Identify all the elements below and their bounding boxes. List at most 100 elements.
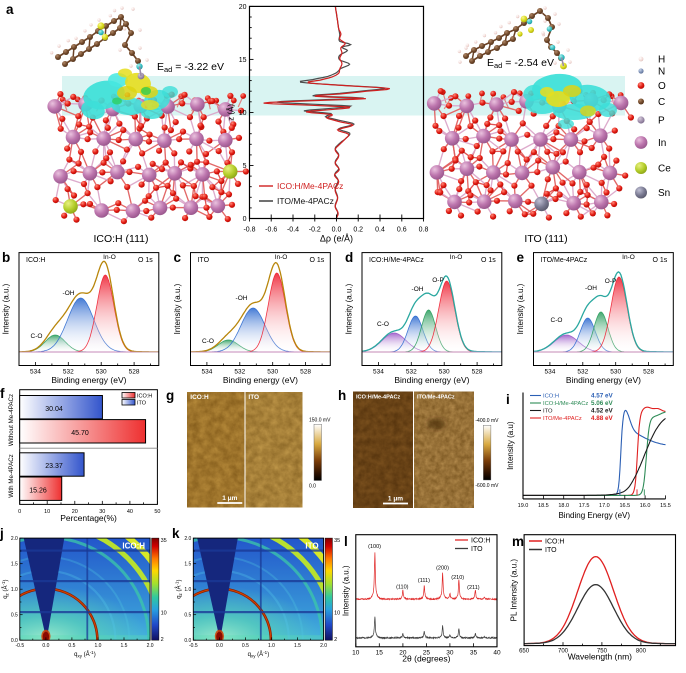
svg-text:-OH: -OH [585,285,597,292]
svg-text:0.0: 0.0 [184,638,191,644]
svg-text:a: a [6,2,14,17]
svg-text:15: 15 [239,57,247,64]
svg-text:0.0: 0.0 [42,643,49,649]
svg-text:Percentage(%): Percentage(%) [60,513,117,523]
svg-text:ICO:H: ICO:H [543,394,559,400]
svg-text:Binding energy (eV): Binding energy (eV) [566,375,641,385]
svg-text:2.0: 2.0 [184,536,191,542]
svg-text:O 1s: O 1s [653,257,668,264]
svg-text:ITO/Me-4PACz: ITO/Me-4PACz [543,416,582,422]
svg-text:2: 2 [161,637,164,643]
svg-text:17.0: 17.0 [599,503,610,509]
svg-text:C-O: C-O [551,317,563,324]
svg-text:(100): (100) [368,544,381,550]
svg-text:ICO:H: ICO:H [545,539,564,546]
svg-text:2.0: 2.0 [147,643,154,649]
svg-text:1.0: 1.0 [268,643,275,649]
svg-text:-0.8: -0.8 [243,227,255,234]
svg-text:Δρ (e/Å): Δρ (e/Å) [320,234,353,244]
svg-text:1.5: 1.5 [294,643,301,649]
svg-text:With Me-4PACz: With Me-4PACz [8,454,15,498]
svg-text:O 1s: O 1s [310,257,325,264]
svg-text:ITO: ITO [198,257,210,264]
svg-text:10: 10 [44,509,50,515]
svg-text:10: 10 [239,110,247,117]
svg-text:0.0: 0.0 [309,484,316,490]
svg-text:0.5: 0.5 [68,643,75,649]
svg-text:ITO: ITO [137,401,147,407]
svg-text:4.57 eV: 4.57 eV [591,393,614,400]
svg-text:PL Intensity (a.u.): PL Intensity (a.u.) [510,559,519,622]
svg-text:15.26: 15.26 [29,487,47,494]
svg-text:2.0: 2.0 [11,536,18,542]
svg-text:ITO: ITO [471,546,483,553]
svg-text:534: 534 [30,369,41,376]
svg-text:ITO/Me-4PACz: ITO/Me-4PACz [541,257,588,264]
svg-text:C: C [658,97,665,108]
svg-text:j: j [0,526,4,541]
svg-text:1.5: 1.5 [184,562,191,568]
svg-text:Sn: Sn [658,188,670,199]
svg-text:-0.5: -0.5 [15,643,24,649]
svg-text:ITO (111): ITO (111) [524,233,567,245]
svg-text:0.2: 0.2 [353,227,363,234]
svg-text:1.0: 1.0 [11,587,18,593]
svg-text:Binding energy (eV): Binding energy (eV) [223,375,298,385]
svg-text:In-O: In-O [450,254,463,261]
svg-text:1.0: 1.0 [184,587,191,593]
svg-text:0.0: 0.0 [332,227,342,234]
svg-text:m: m [512,534,524,549]
svg-text:45.70: 45.70 [71,430,89,437]
svg-text:O-P: O-P [605,278,617,285]
svg-text:ICO:H (111): ICO:H (111) [93,233,148,245]
svg-text:16.0: 16.0 [640,503,651,509]
svg-text:Intensity (a.u.): Intensity (a.u.) [516,283,525,334]
svg-text:Intensity (a.u): Intensity (a.u) [506,421,515,470]
svg-text:30.04: 30.04 [45,406,63,413]
svg-text:Intensity (a.u.): Intensity (a.u.) [345,283,354,334]
svg-text:d: d [345,250,353,265]
svg-text:-600.0 mV: -600.0 mV [475,483,499,489]
svg-text:-OH: -OH [412,286,424,293]
svg-text:b: b [2,250,10,265]
svg-text:1.5: 1.5 [121,643,128,649]
svg-text:2.0: 2.0 [320,643,327,649]
svg-text:ICO:H: ICO:H [137,394,152,400]
svg-text:528: 528 [129,369,140,376]
svg-text:ICO:H: ICO:H [471,538,490,545]
svg-text:-0.6: -0.6 [265,227,277,234]
svg-text:5.06 eV: 5.06 eV [591,400,614,407]
svg-text:O: O [658,81,666,92]
svg-text:h: h [338,388,346,403]
svg-text:20: 20 [239,4,247,11]
svg-text:ICO:H/Me-4PACz: ICO:H/Me-4PACz [369,257,424,264]
svg-text:Ce: Ce [658,164,671,175]
svg-text:(110): (110) [396,585,409,591]
svg-text:i: i [506,392,510,407]
svg-text:ITO: ITO [543,409,553,415]
svg-text:-0.4: -0.4 [287,227,299,234]
svg-text:Intensity (a.u.): Intensity (a.u.) [173,283,182,334]
svg-text:In-O: In-O [103,254,116,261]
svg-text:1.5: 1.5 [11,562,18,568]
svg-text:ITO: ITO [248,394,259,401]
svg-text:Binding energy (eV): Binding energy (eV) [394,375,469,385]
svg-text:19.0: 19.0 [518,503,529,509]
svg-text:4.88 eV: 4.88 eV [591,415,614,422]
svg-text:0.0: 0.0 [11,638,18,644]
svg-text:10: 10 [352,649,360,656]
svg-text:In-O: In-O [622,254,635,261]
svg-text:0.6: 0.6 [397,227,407,234]
svg-text:ICO:H: ICO:H [190,394,209,401]
svg-text:18.5: 18.5 [538,503,549,509]
svg-text:z (Å): z (Å) [227,104,236,121]
svg-text:ICO:H/Me-4PACz: ICO:H/Me-4PACz [356,395,401,401]
svg-text:0.0: 0.0 [216,643,223,649]
svg-text:1 μm: 1 μm [388,496,403,503]
svg-text:N: N [658,67,665,78]
svg-text:(211): (211) [467,585,480,591]
svg-text:0.5: 0.5 [11,613,18,619]
svg-text:k: k [172,526,180,541]
svg-text:ITO: ITO [545,547,557,554]
svg-text:5: 5 [243,163,247,170]
